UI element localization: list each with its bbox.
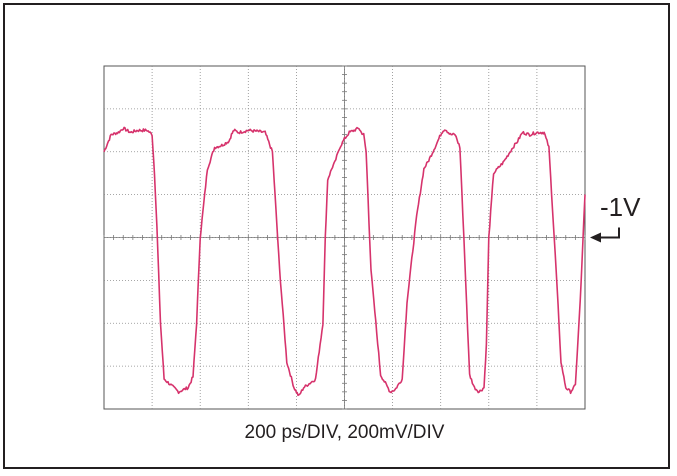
scale-caption: 200 ps/DIV, 200mV/DIV xyxy=(244,422,445,443)
figure-frame xyxy=(3,3,670,469)
reference-level-label: -1V xyxy=(600,192,641,222)
arrow-head-icon xyxy=(590,232,601,243)
waveform-trace xyxy=(103,126,586,397)
waveform-trace-group xyxy=(103,126,586,397)
reference-marker xyxy=(590,227,620,243)
ground-reference-arrow-icon xyxy=(597,227,620,239)
graticule xyxy=(103,65,586,410)
